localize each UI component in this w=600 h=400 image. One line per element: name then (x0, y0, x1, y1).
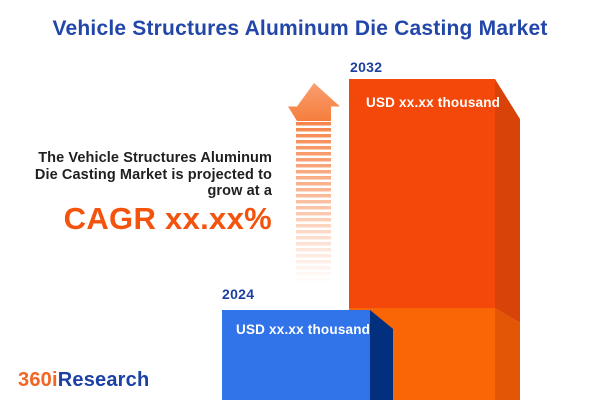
company-logo: 360iResearch (18, 369, 149, 392)
bar-2032-side-lower (495, 308, 520, 400)
bar-value-2024: USD xx.xx thousand (236, 322, 371, 337)
logo-prefix: 360i (18, 369, 58, 391)
bar-2032-side-upper (495, 79, 520, 323)
growth-description-line-2: Die Casting Market is projected to (34, 166, 272, 183)
bar-value-2032: USD xx.xx thousand (366, 95, 501, 110)
bar-2024-face (222, 310, 370, 400)
page-title: Vehicle Structures Aluminum Die Casting … (52, 17, 548, 40)
logo-suffix: Research (57, 369, 150, 391)
bar-2032-face-upper (349, 79, 495, 308)
cagr-value: CAGR xx.xx% (63, 201, 272, 236)
growth-description-line-1: The Vehicle Structures Aluminum (38, 150, 272, 166)
year-label-2024: 2024 (222, 286, 255, 302)
growth-description: The Vehicle Structures Aluminum Die Cast… (20, 150, 272, 200)
growth-description-line-3: grow at a (207, 183, 272, 199)
year-label-2032: 2032 (350, 59, 383, 75)
growth-arrow-icon (288, 83, 340, 121)
growth-arrow-dashes (296, 122, 331, 292)
bar-2024-side (370, 310, 393, 400)
